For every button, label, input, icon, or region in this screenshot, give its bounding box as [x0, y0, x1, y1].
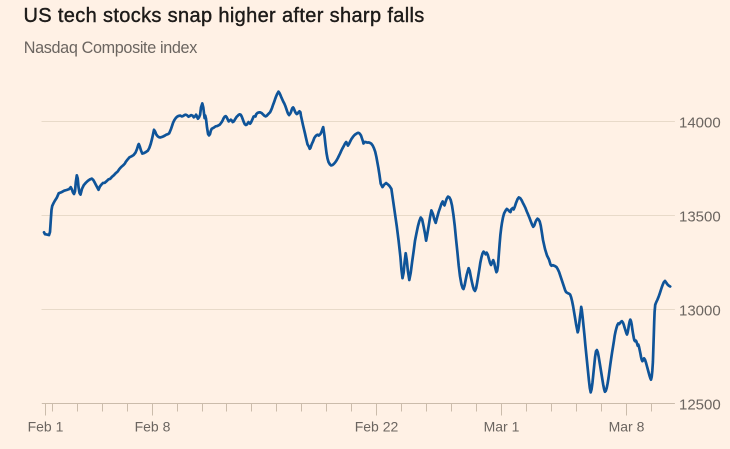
svg-text:Mar 8: Mar 8	[609, 419, 645, 435]
svg-text:Mar 1: Mar 1	[484, 419, 520, 435]
svg-text:Feb 22: Feb 22	[355, 419, 399, 435]
svg-text:14000: 14000	[679, 114, 721, 131]
svg-text:Feb 1: Feb 1	[28, 419, 64, 435]
svg-text:13000: 13000	[679, 302, 721, 319]
svg-text:12500: 12500	[679, 396, 721, 413]
svg-text:Nasdaq Composite index: Nasdaq Composite index	[24, 39, 197, 57]
svg-text:13500: 13500	[679, 208, 721, 225]
svg-text:Feb 8: Feb 8	[135, 419, 171, 435]
svg-text:US tech stocks snap higher aft: US tech stocks snap higher after sharp f…	[24, 5, 425, 27]
